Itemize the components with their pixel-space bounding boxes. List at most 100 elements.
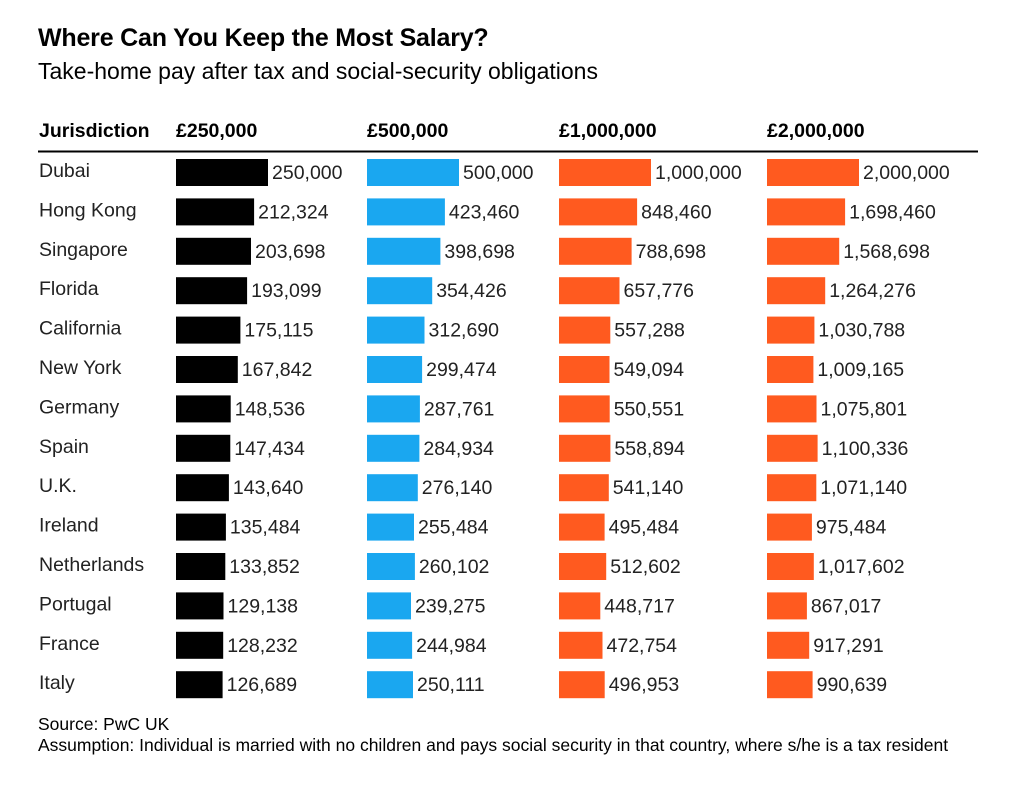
bar-2: [559, 356, 610, 383]
value-label: 2,000,000: [863, 162, 950, 184]
bar-3: [767, 277, 826, 305]
value-label: 239,275: [415, 595, 486, 617]
bar-1: [367, 316, 425, 344]
value-label: 244,984: [416, 635, 487, 657]
category-label: Dubai: [39, 160, 90, 182]
bar-0: [176, 277, 248, 305]
value-label: 133,852: [229, 556, 299, 578]
value-label: 1,000,000: [655, 162, 742, 184]
value-label: 1,100,336: [822, 438, 909, 460]
bar-2: [559, 434, 611, 462]
bar-0: [176, 592, 224, 620]
value-label: 312,690: [429, 320, 500, 342]
bar-1: [367, 434, 420, 462]
bar-1: [367, 159, 459, 186]
category-label: Ireland: [39, 515, 99, 537]
bar-0: [176, 198, 255, 226]
value-label: 255,484: [418, 517, 489, 539]
bar-2: [559, 237, 632, 265]
bar-1: [367, 474, 418, 502]
bar-3: [767, 671, 813, 699]
chart-title: Where Can You Keep the Most Salary?: [38, 24, 489, 52]
column-header-0: £250,000: [176, 120, 257, 142]
bar-2: [559, 474, 609, 502]
value-label: 867,017: [811, 595, 882, 617]
bar-3: [767, 553, 814, 580]
bar-3: [767, 474, 817, 502]
value-label: 250,111: [417, 674, 485, 696]
category-label: New York: [39, 357, 122, 379]
value-label: 1,568,698: [843, 241, 930, 263]
bar-3: [767, 395, 817, 423]
bar-3: [767, 316, 815, 344]
category-label: Spain: [39, 436, 89, 458]
value-label: 512,602: [610, 556, 681, 578]
bar-0: [176, 356, 238, 383]
column-header-jurisdiction: Jurisdiction: [39, 120, 150, 142]
value-label: 558,894: [614, 438, 685, 460]
value-label: 1,075,801: [821, 398, 908, 420]
value-label: 848,460: [641, 201, 712, 223]
value-label: 203,698: [255, 241, 326, 263]
value-label: 975,484: [816, 517, 887, 539]
bar-2: [559, 671, 605, 699]
value-label: 917,291: [813, 635, 884, 657]
value-label: 423,460: [449, 201, 520, 223]
value-label: 500,000: [463, 162, 534, 184]
bar-3: [767, 237, 840, 265]
value-label: 148,536: [235, 398, 306, 420]
value-label: 260,102: [419, 556, 490, 578]
bar-1: [367, 198, 445, 226]
value-label: 126,689: [227, 674, 298, 696]
category-label: Portugal: [39, 593, 112, 615]
value-label: 557,288: [614, 320, 685, 342]
value-label: 167,842: [242, 359, 312, 381]
value-label: 549,094: [614, 359, 685, 381]
value-label: 1,017,602: [818, 556, 905, 578]
bar-2: [559, 631, 603, 659]
bar-3: [767, 356, 814, 383]
bar-1: [367, 592, 411, 620]
value-label: 550,551: [614, 398, 685, 420]
value-label: 1,030,788: [818, 320, 905, 342]
value-label: 287,761: [424, 398, 495, 420]
value-label: 147,434: [234, 438, 305, 460]
bar-1: [367, 631, 413, 659]
source-note: Source: PwC UK: [38, 714, 170, 734]
value-label: 1,071,140: [820, 477, 907, 499]
value-label: 495,484: [609, 517, 680, 539]
value-label: 788,698: [636, 241, 707, 263]
value-label: 143,640: [233, 477, 304, 499]
column-header-3: £2,000,000: [767, 120, 865, 142]
bar-1: [367, 671, 413, 699]
bar-3: [767, 513, 812, 541]
category-label: Singapore: [39, 239, 128, 261]
value-label: 398,698: [444, 241, 515, 263]
value-label: 135,484: [230, 517, 301, 539]
bar-0: [176, 237, 251, 265]
value-label: 128,232: [227, 635, 298, 657]
bar-3: [767, 159, 859, 186]
bar-3: [767, 198, 846, 226]
bar-1: [367, 356, 423, 383]
bar-1: [367, 237, 441, 265]
value-label: 193,099: [251, 280, 322, 302]
value-label: 657,776: [624, 280, 695, 302]
bar-0: [176, 159, 268, 186]
chart-subtitle: Take-home pay after tax and social-secur…: [38, 58, 598, 84]
value-label: 448,717: [604, 595, 675, 617]
bar-0: [176, 553, 226, 580]
bar-1: [367, 513, 414, 541]
chart-notes: Source: PwC UK Assumption: Individual is…: [38, 714, 998, 756]
value-label: 1,009,165: [817, 359, 904, 381]
column-header-1: £500,000: [367, 120, 448, 142]
assumption-note: Assumption: Individual is married with n…: [38, 735, 949, 755]
bar-2: [559, 159, 651, 186]
category-label: Hong Kong: [39, 199, 137, 221]
bar-1: [367, 395, 420, 423]
bar-1: [367, 277, 433, 305]
bar-2: [559, 316, 611, 344]
category-label: Italy: [39, 672, 75, 694]
category-label: U.K.: [39, 475, 77, 497]
bar-2: [559, 198, 638, 226]
